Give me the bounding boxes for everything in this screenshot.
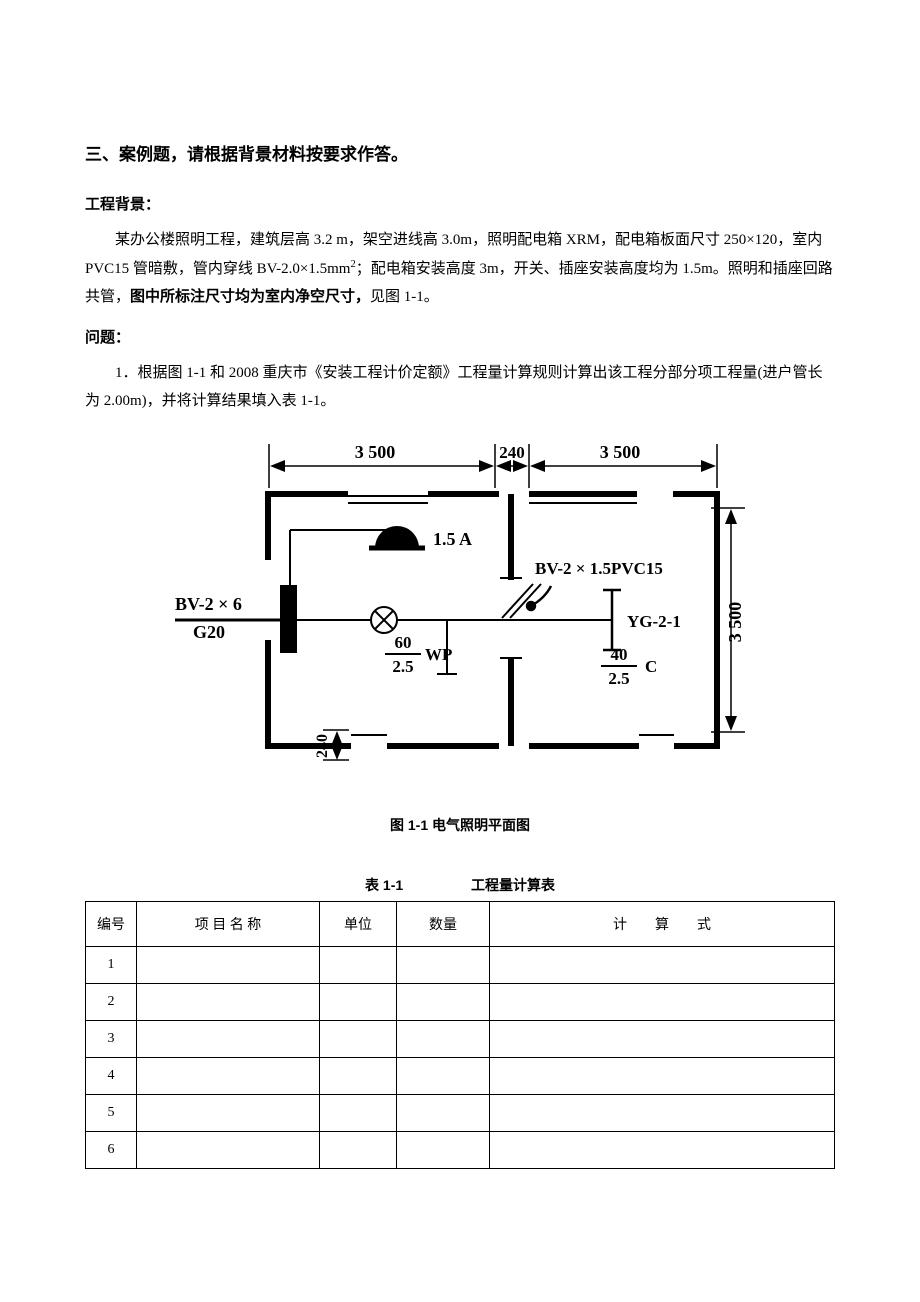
label-wp-num: 60 bbox=[395, 633, 412, 652]
question-1: 1．根据图 1-1 和 2008 重庆市《安装工程计价定额》工程量计算规则计算出… bbox=[85, 359, 835, 416]
cell-unit bbox=[320, 983, 397, 1020]
label-branch: BV-2 × 1.5PVC15 bbox=[535, 559, 663, 578]
cell-unit bbox=[320, 1131, 397, 1168]
dim-vert-span: 3 500 bbox=[725, 601, 745, 642]
label-c-num: 40 bbox=[611, 645, 628, 664]
bg-p1-c: 见图 1-1。 bbox=[370, 289, 439, 305]
dim-top-group bbox=[269, 444, 717, 488]
cell-num: 1 bbox=[86, 946, 137, 983]
cell-calc bbox=[490, 1131, 835, 1168]
cell-calc bbox=[490, 1057, 835, 1094]
ceiling-lamp-icon bbox=[371, 607, 397, 633]
th-num: 编号 bbox=[86, 901, 137, 946]
dim-bottom-left: 240 bbox=[314, 734, 331, 758]
electrical-plan-svg: 3 500 240 3 500 3 500 bbox=[175, 430, 745, 800]
cell-name bbox=[137, 946, 320, 983]
cell-qty bbox=[397, 1094, 490, 1131]
cell-name bbox=[137, 1131, 320, 1168]
cell-unit bbox=[320, 1057, 397, 1094]
label-wp-den: 2.5 bbox=[392, 657, 413, 676]
dim-left-span: 3 500 bbox=[355, 442, 396, 462]
table-row: 4 bbox=[86, 1057, 835, 1094]
cell-num: 3 bbox=[86, 1020, 137, 1057]
cell-qty bbox=[397, 1020, 490, 1057]
question-title: 问题： bbox=[85, 326, 835, 347]
th-qty: 数量 bbox=[397, 901, 490, 946]
table-row: 3 bbox=[86, 1020, 835, 1057]
table-row: 1 bbox=[86, 946, 835, 983]
table-row: 6 bbox=[86, 1131, 835, 1168]
cell-num: 5 bbox=[86, 1094, 137, 1131]
cell-calc bbox=[490, 983, 835, 1020]
cell-calc bbox=[490, 1020, 835, 1057]
cell-unit bbox=[320, 1094, 397, 1131]
label-wp-suffix: WP bbox=[425, 645, 452, 664]
label-lamp-a: 1.5 A bbox=[433, 529, 472, 549]
table-caption-right: 工程量计算表 bbox=[471, 877, 555, 893]
th-calc: 计 算 式 bbox=[490, 901, 835, 946]
table-caption: 表 1-1 工程量计算表 bbox=[85, 875, 835, 895]
section-title: 三、案例题，请根据背景材料按要求作答。 bbox=[85, 140, 835, 165]
label-incoming-conduit: G20 bbox=[193, 622, 225, 642]
background-title: 工程背景： bbox=[85, 193, 835, 214]
label-incoming: BV-2 × 6 bbox=[175, 594, 242, 614]
label-wp-group: 60 2.5 WP bbox=[385, 633, 452, 676]
cell-name bbox=[137, 983, 320, 1020]
table-row: 5 bbox=[86, 1094, 835, 1131]
cell-unit bbox=[320, 946, 397, 983]
quantity-table: 编号 项 目 名 称 单位 数量 计 算 式 1 2 bbox=[85, 901, 835, 1169]
cell-name bbox=[137, 1057, 320, 1094]
label-c-suffix: C bbox=[645, 657, 657, 676]
label-c-den: 2.5 bbox=[608, 669, 629, 688]
cell-name bbox=[137, 1094, 320, 1131]
cell-num: 4 bbox=[86, 1057, 137, 1094]
bg-p1-bold: 图中所标注尺寸均为室内净空尺寸， bbox=[130, 288, 370, 305]
label-c-group: 40 2.5 C bbox=[601, 645, 657, 688]
th-name: 项 目 名 称 bbox=[137, 901, 320, 946]
figure-caption: 图 1-1 电气照明平面图 bbox=[85, 815, 835, 835]
cell-qty bbox=[397, 1057, 490, 1094]
dim-mid-span: 240 bbox=[499, 443, 525, 462]
cell-qty bbox=[397, 983, 490, 1020]
cell-calc bbox=[490, 1094, 835, 1131]
distribution-box-icon bbox=[280, 585, 297, 653]
background-paragraph: 某办公楼照明工程，建筑层高 3.2 m，架空进线高 3.0m，照明配电箱 XRM… bbox=[85, 226, 835, 312]
cell-qty bbox=[397, 946, 490, 983]
cell-unit bbox=[320, 1020, 397, 1057]
cell-name bbox=[137, 1020, 320, 1057]
table-header-row: 编号 项 目 名 称 单位 数量 计 算 式 bbox=[86, 901, 835, 946]
switch-icon bbox=[527, 586, 551, 610]
cell-qty bbox=[397, 1131, 490, 1168]
cell-num: 2 bbox=[86, 983, 137, 1020]
th-unit: 单位 bbox=[320, 901, 397, 946]
page: 三、案例题，请根据背景材料按要求作答。 工程背景： 某办公楼照明工程，建筑层高 … bbox=[0, 0, 920, 1229]
table-caption-left: 表 1-1 bbox=[365, 877, 403, 893]
label-yg: YG-2-1 bbox=[627, 612, 681, 631]
cell-num: 6 bbox=[86, 1131, 137, 1168]
cell-calc bbox=[490, 946, 835, 983]
table-row: 2 bbox=[86, 983, 835, 1020]
dim-right-span: 3 500 bbox=[600, 442, 641, 462]
figure-1-1: 3 500 240 3 500 3 500 bbox=[85, 430, 835, 805]
